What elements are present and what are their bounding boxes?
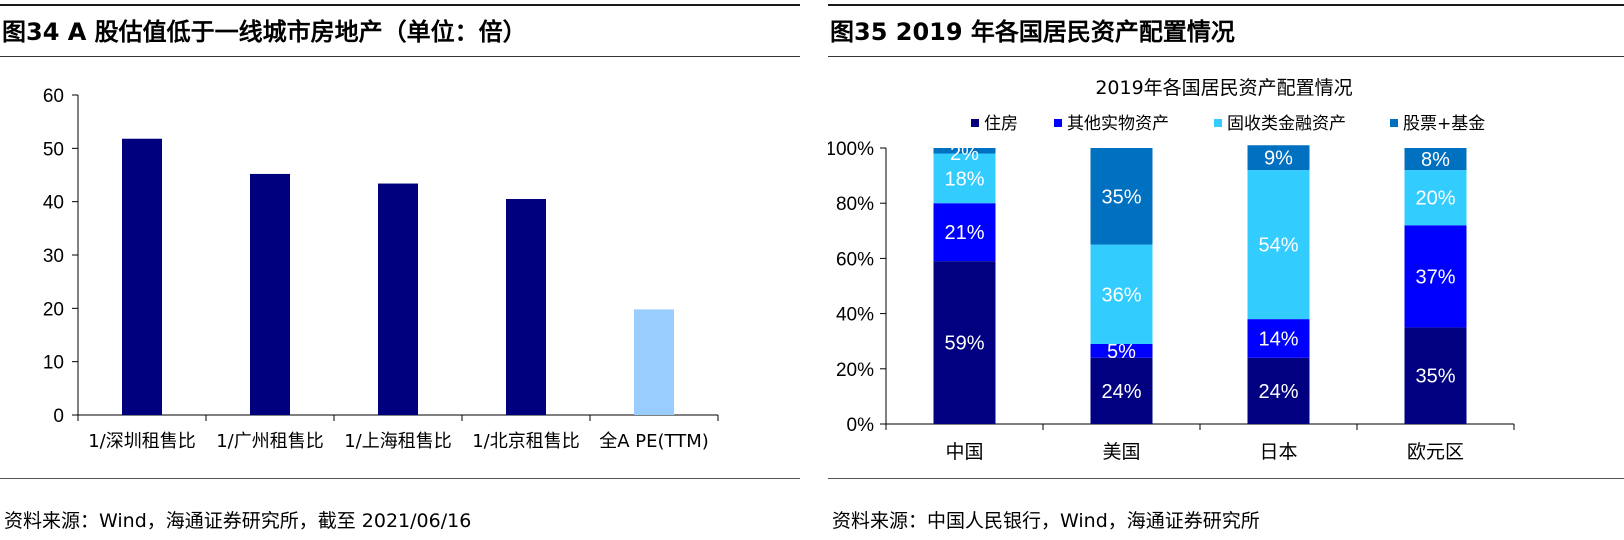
stack-segment	[1090, 148, 1153, 245]
y-tick-label: 40%	[836, 305, 874, 326]
stack-segment	[1247, 145, 1310, 171]
top-rule	[0, 4, 800, 6]
stack-segment	[1247, 319, 1310, 358]
title-rule	[0, 56, 800, 57]
data-label: 18%	[944, 168, 984, 190]
data-label: 21%	[944, 222, 984, 244]
data-label: 54%	[1258, 235, 1298, 257]
left-figure-panel: 图34 A 股估值低于一线城市房地产（单位：倍） 0 10 20 30 40 50 60 1/…	[0, 0, 800, 540]
source-note: 资料来源：Wind，海通证券研究所，截至 2021/06/16	[4, 510, 472, 532]
title-rule	[828, 56, 1624, 57]
stack-segment	[933, 153, 996, 204]
legend-swatch	[1214, 119, 1222, 127]
bar	[506, 199, 546, 415]
stack-segment	[1404, 225, 1467, 328]
y-tick-label: 80%	[836, 194, 874, 215]
y-tick-label: 50	[43, 139, 64, 160]
stack-segment	[933, 203, 996, 262]
legend-item: 股票+基金	[1390, 114, 1485, 134]
x-tick-label: 全A PE(TTM)	[599, 431, 709, 452]
data-label: 14%	[1258, 328, 1298, 350]
stack-segment	[1247, 170, 1310, 320]
footer-rule	[828, 478, 1624, 479]
x-tick-label: 美国	[1102, 441, 1140, 463]
footer-rule	[0, 478, 800, 479]
data-label: 9%	[1264, 148, 1293, 170]
chart-title: 2019年各国居民资产配置情况	[1095, 77, 1352, 99]
y-tick-label: 10	[43, 353, 64, 374]
data-label: 5%	[1107, 341, 1136, 363]
pe-vs-rent-bar-chart: 0 10 20 30 40 50 60 1/深圳租售比 1/广州租售比 1/上海租售比 1/北京租售…	[43, 86, 719, 452]
stack-segment	[1247, 357, 1310, 424]
source-note: 资料来源：中国人民银行，Wind，海通证券研究所	[832, 510, 1260, 532]
data-label: 35%	[1415, 366, 1455, 388]
data-label: 24%	[1258, 381, 1298, 403]
y-tick-label: 100%	[828, 139, 874, 160]
x-tick-label: 中国	[945, 441, 983, 463]
y-tick-label: 0%	[847, 415, 875, 436]
bar	[378, 183, 418, 415]
legend-label: 住房	[984, 114, 1018, 134]
stack-segment	[933, 261, 996, 424]
y-tick-label: 30	[43, 246, 64, 267]
legend-item: 其他实物资产	[1054, 114, 1169, 134]
x-tick-label: 1/广州租售比	[216, 431, 324, 452]
legend-item: 住房	[971, 114, 1018, 134]
figure-title: 图34 A 股估值低于一线城市房地产（单位：倍）	[2, 18, 527, 46]
x-tick-label: 1/深圳租售比	[88, 431, 196, 452]
legend-item: 固收类金融资产	[1214, 114, 1346, 134]
data-label: 35%	[1101, 186, 1141, 208]
data-label: 24%	[1101, 381, 1141, 403]
legend-swatch	[1390, 119, 1398, 127]
data-label: 8%	[1421, 149, 1450, 171]
bar	[122, 138, 162, 415]
x-tick-label: 日本	[1259, 441, 1297, 463]
data-label: 59%	[944, 333, 984, 355]
legend-label: 其他实物资产	[1067, 114, 1169, 134]
stack-segment	[1404, 148, 1467, 171]
data-label: 36%	[1101, 284, 1141, 306]
data-label: 2%	[950, 143, 979, 165]
x-tick-label: 1/上海租售比	[344, 431, 452, 452]
y-tick-label: 40	[43, 193, 64, 214]
stack-segment	[933, 148, 996, 154]
right-figure-panel: 图35 2019 年各国居民资产配置情况 2019年各国居民资产配置情况住房 其他…	[828, 0, 1624, 540]
stack-segment	[1090, 357, 1153, 424]
legend-swatch	[1054, 119, 1062, 127]
legend-swatch	[971, 119, 979, 127]
bar	[634, 309, 674, 415]
stack-segment	[1404, 170, 1467, 226]
stack-segment	[1090, 244, 1153, 344]
top-rule	[828, 4, 1624, 6]
y-tick-label: 0	[53, 406, 64, 427]
legend-label: 固收类金融资产	[1227, 114, 1346, 134]
x-tick-label: 欧元区	[1407, 441, 1464, 463]
x-tick-label: 1/北京租售比	[472, 431, 580, 452]
stack-segment	[1404, 327, 1467, 424]
figure-title: 图35 2019 年各国居民资产配置情况	[830, 18, 1235, 46]
legend-label: 股票+基金	[1403, 114, 1485, 134]
y-tick-label: 20%	[836, 360, 874, 381]
bar	[250, 173, 290, 415]
data-label: 20%	[1415, 188, 1455, 210]
y-tick-label: 20	[43, 299, 64, 320]
y-tick-label: 60	[43, 86, 64, 107]
stack-segment	[1090, 343, 1153, 358]
y-tick-label: 60%	[836, 249, 874, 270]
data-label: 37%	[1415, 266, 1455, 288]
